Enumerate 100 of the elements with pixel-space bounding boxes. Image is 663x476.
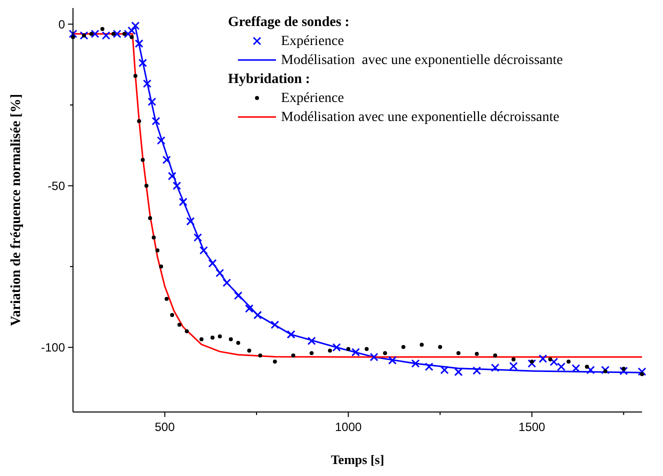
point (640, 372, 644, 376)
point (82, 33, 86, 38)
point (556, 362, 566, 371)
point (199, 337, 204, 342)
point (156, 136, 166, 145)
point (155, 248, 160, 252)
point (142, 79, 152, 88)
point (603, 369, 608, 374)
point (253, 310, 262, 320)
point (112, 30, 122, 38)
point (208, 259, 217, 268)
point (130, 35, 134, 40)
annotation: Greffage de sondes : (228, 15, 350, 30)
point (102, 31, 110, 40)
point (272, 360, 277, 364)
point (199, 246, 208, 255)
point (370, 352, 378, 362)
x-tick-label: 500 (154, 420, 176, 434)
legend-label: Modélisation avec une exponentielle décroissante (281, 53, 563, 68)
point (454, 368, 463, 376)
point (270, 320, 280, 329)
x-tick-label: 1500 (518, 420, 546, 434)
point (456, 351, 460, 356)
legend-label: Expérience (281, 91, 344, 106)
point (258, 353, 262, 358)
point (247, 348, 252, 353)
point (140, 158, 145, 162)
point (234, 291, 242, 300)
y-tick-label: 0 (58, 17, 66, 32)
point (100, 27, 104, 32)
point (194, 233, 202, 242)
point (244, 304, 254, 313)
point (170, 313, 174, 318)
point (222, 278, 232, 287)
y-axis-title: Variation de fréquence normalisée [%] (9, 94, 24, 326)
point (236, 340, 240, 345)
point (164, 296, 169, 301)
point (538, 354, 548, 363)
point (291, 353, 296, 358)
point (509, 362, 518, 370)
point (424, 362, 434, 371)
point (134, 39, 144, 48)
y-tick-label: -100 (40, 340, 66, 355)
point (388, 356, 397, 365)
point (228, 337, 233, 342)
x-tick-label: 1000 (334, 420, 362, 434)
legend-label: Expérience (281, 34, 344, 49)
point (177, 322, 182, 327)
point (148, 216, 152, 220)
point (493, 353, 498, 358)
point (89, 32, 94, 36)
point (364, 346, 369, 351)
point (438, 345, 442, 350)
point (172, 182, 182, 190)
point (178, 198, 188, 206)
point (420, 342, 424, 347)
point (548, 357, 552, 362)
point (184, 329, 189, 334)
point (80, 31, 88, 40)
point (122, 32, 126, 36)
point (346, 346, 350, 351)
point (148, 97, 156, 106)
point (584, 364, 589, 369)
point (307, 336, 316, 346)
point (310, 351, 314, 356)
point (622, 366, 626, 371)
point (586, 366, 595, 374)
point (401, 345, 406, 350)
annotation: Hybridation : (228, 72, 310, 87)
point (138, 58, 147, 68)
point (159, 264, 164, 269)
point (566, 360, 571, 364)
point (474, 352, 479, 356)
point (133, 74, 138, 78)
point (90, 30, 100, 38)
point (440, 366, 449, 374)
point (601, 366, 610, 374)
point (168, 172, 176, 180)
point (152, 116, 160, 126)
legend-label: Modélisation avec une exponentielle décroissante (281, 110, 560, 125)
point (152, 235, 156, 240)
point (186, 217, 195, 226)
point (530, 360, 534, 364)
point (351, 348, 360, 356)
point (619, 366, 628, 376)
point (216, 268, 224, 278)
x-axis-title: Temps [s] (330, 452, 384, 467)
point (472, 366, 482, 375)
y-tick-label: -50 (48, 178, 66, 193)
point (411, 359, 420, 368)
point (490, 363, 500, 372)
point (572, 364, 580, 373)
point (383, 351, 388, 356)
point (210, 336, 214, 340)
point (137, 119, 142, 124)
point (550, 358, 558, 366)
line-series (72, 33, 643, 358)
point (68, 30, 78, 38)
point (638, 367, 646, 376)
point (162, 156, 171, 164)
